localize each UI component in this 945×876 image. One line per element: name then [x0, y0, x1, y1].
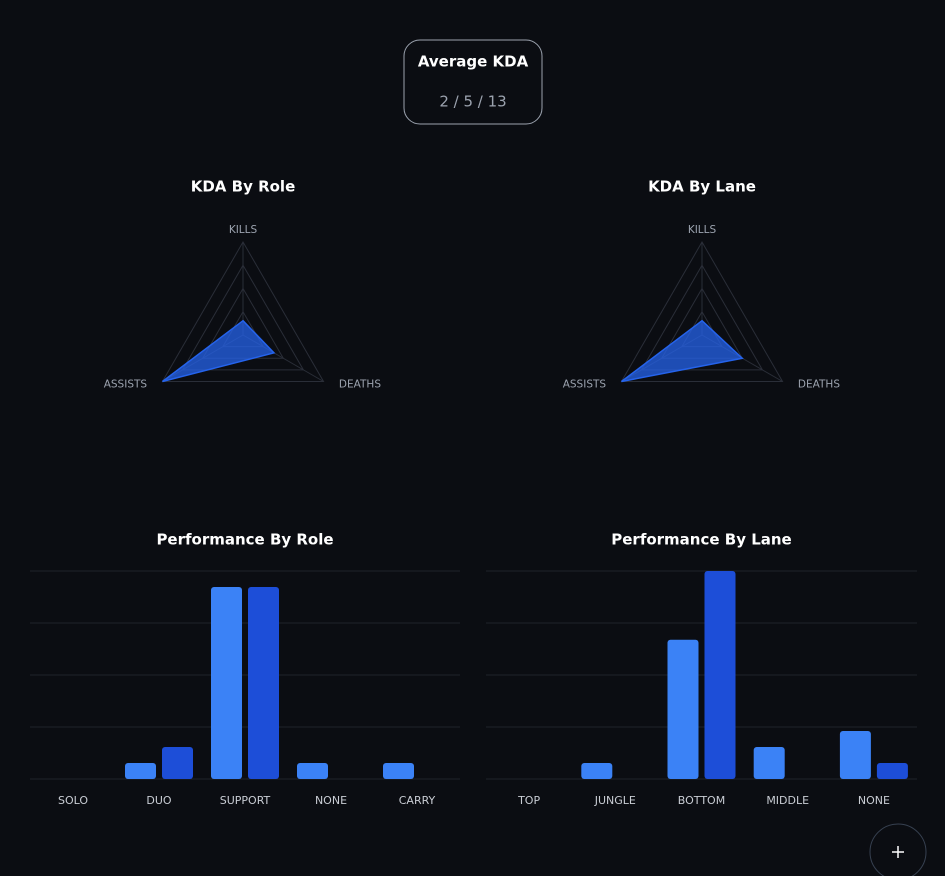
- chart-title: KDA By Lane: [648, 178, 756, 196]
- bar: [667, 639, 699, 779]
- bar: [581, 763, 613, 779]
- x-tick-label: NONE: [315, 794, 347, 807]
- chart-title: Performance By Role: [156, 531, 333, 549]
- bar: [125, 763, 156, 779]
- bar: [248, 587, 279, 779]
- kda-value: 2 / 5 / 13: [439, 93, 506, 111]
- radar-area: [162, 319, 276, 383]
- axis-label: KILLS: [688, 224, 717, 236]
- grid-ring: [640, 264, 764, 371]
- x-tick-label: TOP: [517, 794, 540, 807]
- x-tick-label: SUPPORT: [220, 794, 271, 807]
- x-tick-label: SOLO: [58, 794, 88, 807]
- grid-ring: [161, 241, 325, 382]
- chart-title: KDA By Role: [191, 178, 296, 196]
- x-tick-label: BOTTOM: [678, 794, 725, 807]
- chart-title: Performance By Lane: [611, 531, 791, 549]
- axis-label: KILLS: [229, 224, 258, 236]
- x-tick-label: DUO: [146, 794, 172, 807]
- bar: [383, 763, 414, 779]
- kda-title: Average KDA: [418, 53, 529, 71]
- bar: [753, 747, 785, 779]
- radar-area: [621, 319, 744, 383]
- x-tick-label: MIDDLE: [766, 794, 809, 807]
- axis-label: ASSISTS: [104, 379, 148, 391]
- bar: [839, 731, 871, 779]
- axis-label: ASSISTS: [563, 379, 607, 391]
- bar: [297, 763, 328, 779]
- x-tick-label: JUNGLE: [594, 794, 636, 807]
- axis-label: DEATHS: [798, 379, 840, 391]
- x-tick-label: CARRY: [399, 794, 436, 807]
- bar: [876, 763, 908, 779]
- x-tick-label: NONE: [858, 794, 890, 807]
- grid-ring: [181, 264, 305, 371]
- bar: [211, 587, 242, 779]
- grid-ring: [620, 240, 784, 382]
- axis-label: DEATHS: [339, 379, 381, 391]
- add-button[interactable]: [869, 823, 927, 876]
- bar: [162, 747, 193, 779]
- bar: [704, 571, 736, 779]
- kda-card: [403, 39, 543, 125]
